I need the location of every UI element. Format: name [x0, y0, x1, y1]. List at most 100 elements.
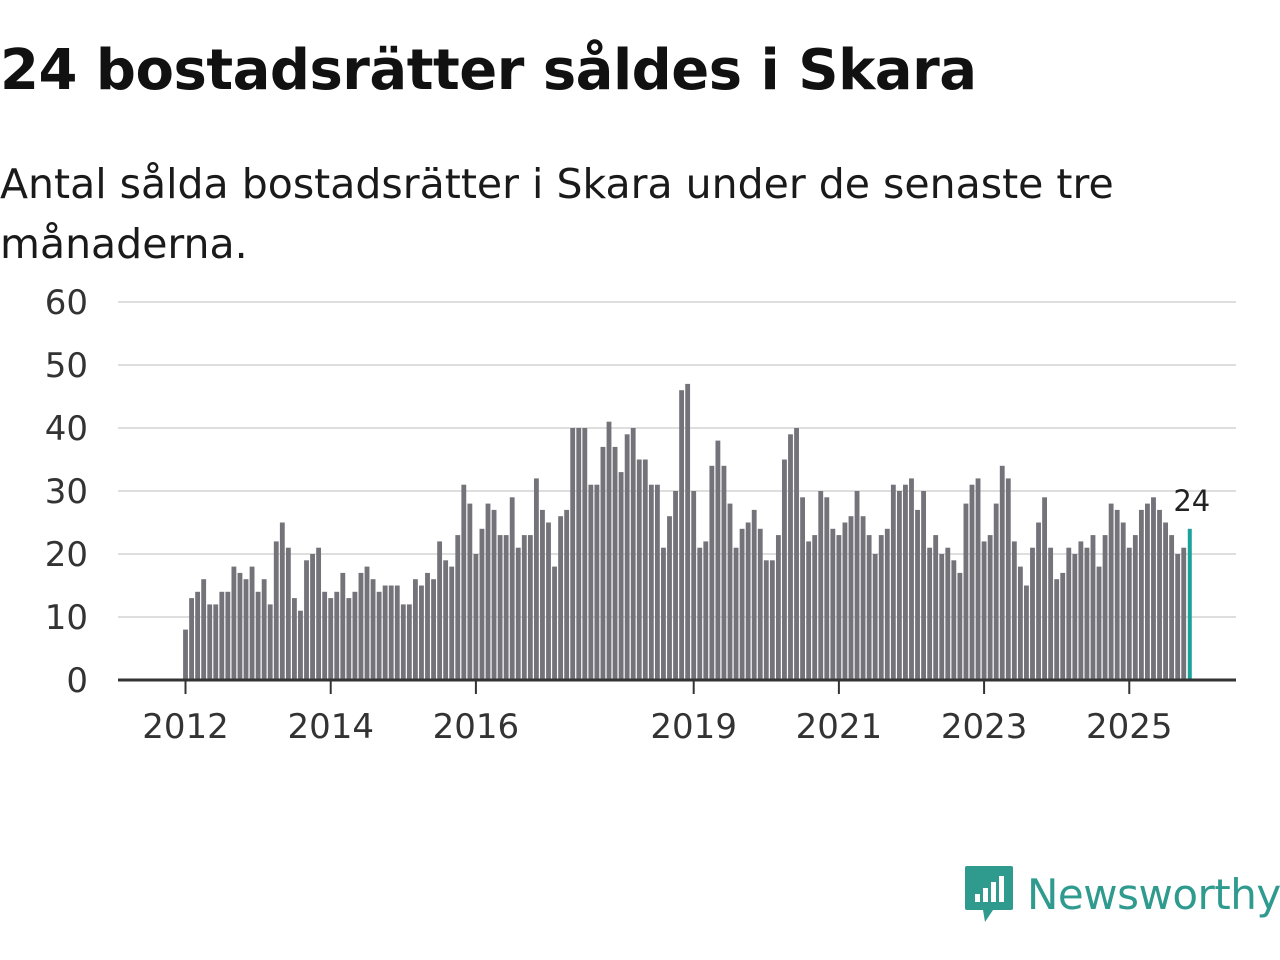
bar [975, 478, 981, 680]
bar [243, 579, 249, 680]
chart-title: 24 bostadsrätter såldes i Skara [0, 38, 977, 103]
bar [1084, 547, 1090, 680]
bar [1181, 547, 1187, 680]
bar [255, 591, 261, 680]
bar [340, 572, 346, 680]
bar [654, 484, 660, 680]
bar [195, 591, 201, 680]
bar [298, 610, 303, 680]
bar [957, 572, 963, 680]
bar [467, 503, 473, 680]
bar [570, 428, 576, 680]
bar [370, 579, 376, 680]
bar [782, 459, 787, 680]
bar [836, 535, 842, 680]
bar [352, 591, 358, 680]
bar [346, 598, 352, 680]
x-tick-label: 2023 [941, 707, 1028, 747]
bar [981, 541, 987, 680]
newsworthy-logo-text: Newsworthy [1027, 869, 1280, 919]
bar [648, 484, 654, 680]
bar [412, 579, 418, 680]
bar [207, 604, 213, 680]
bar [546, 522, 551, 680]
bar [213, 604, 219, 680]
bar [497, 535, 503, 680]
bar [540, 509, 545, 680]
bar [449, 566, 455, 680]
bar [382, 585, 388, 680]
bar [915, 509, 920, 680]
y-tick-label: 50 [45, 346, 88, 386]
bar [624, 434, 630, 680]
bar [455, 535, 461, 680]
bar [896, 491, 902, 680]
bar [1066, 547, 1072, 680]
bar [503, 535, 509, 680]
bar [515, 547, 521, 680]
bar [927, 547, 933, 680]
bar [231, 566, 237, 680]
bar [933, 535, 939, 680]
bar [473, 554, 479, 680]
bar [394, 585, 400, 680]
chart-subtitle: Antal sålda bostadsrätter i Skara under … [0, 160, 1114, 268]
bar [788, 434, 793, 680]
bar [769, 560, 775, 680]
bar [437, 541, 443, 680]
y-tick-label: 20 [45, 535, 88, 575]
bar [921, 491, 927, 680]
bar-latest [1187, 528, 1192, 680]
bar [219, 591, 225, 680]
bar [1108, 503, 1114, 680]
bar [1078, 541, 1084, 680]
bar [775, 535, 781, 680]
bar [685, 383, 691, 680]
y-tick-label: 40 [45, 409, 88, 449]
bar [1024, 585, 1029, 680]
bar [1060, 572, 1066, 680]
bar [558, 516, 564, 680]
bar [1163, 522, 1168, 680]
bar [304, 560, 309, 680]
bar [1072, 554, 1078, 680]
bar [1090, 535, 1096, 680]
bar [969, 484, 975, 680]
bar [406, 604, 412, 680]
bar [854, 491, 860, 680]
latest-value-label: 24 [1173, 484, 1210, 518]
bar [183, 629, 188, 680]
bar [576, 428, 582, 680]
x-tick-label: 2014 [287, 707, 374, 747]
x-tick-label: 2016 [433, 707, 520, 747]
bar [999, 465, 1005, 680]
y-tick-label: 10 [45, 598, 88, 638]
bar [322, 591, 328, 680]
bar [872, 554, 878, 680]
bar [1054, 579, 1060, 680]
bar [1017, 566, 1023, 680]
bar [588, 484, 594, 680]
bar [461, 484, 467, 680]
bar [703, 541, 709, 680]
bar [425, 572, 430, 680]
bar [279, 522, 285, 680]
bar [993, 503, 999, 680]
bar [1169, 535, 1175, 680]
x-tick-label: 2019 [650, 707, 737, 747]
bar [600, 446, 606, 680]
newsworthy-logo: Newsworthy [963, 864, 1280, 924]
bar [963, 503, 969, 680]
bar [800, 497, 806, 680]
bar [763, 560, 769, 680]
bar [1151, 497, 1156, 680]
bar [1042, 497, 1047, 680]
bar [884, 528, 890, 680]
bar [443, 560, 449, 680]
bar [830, 528, 836, 680]
bar [842, 522, 848, 680]
bar [1126, 547, 1132, 680]
bar [358, 572, 364, 680]
bar [527, 535, 533, 680]
bar [733, 547, 739, 680]
